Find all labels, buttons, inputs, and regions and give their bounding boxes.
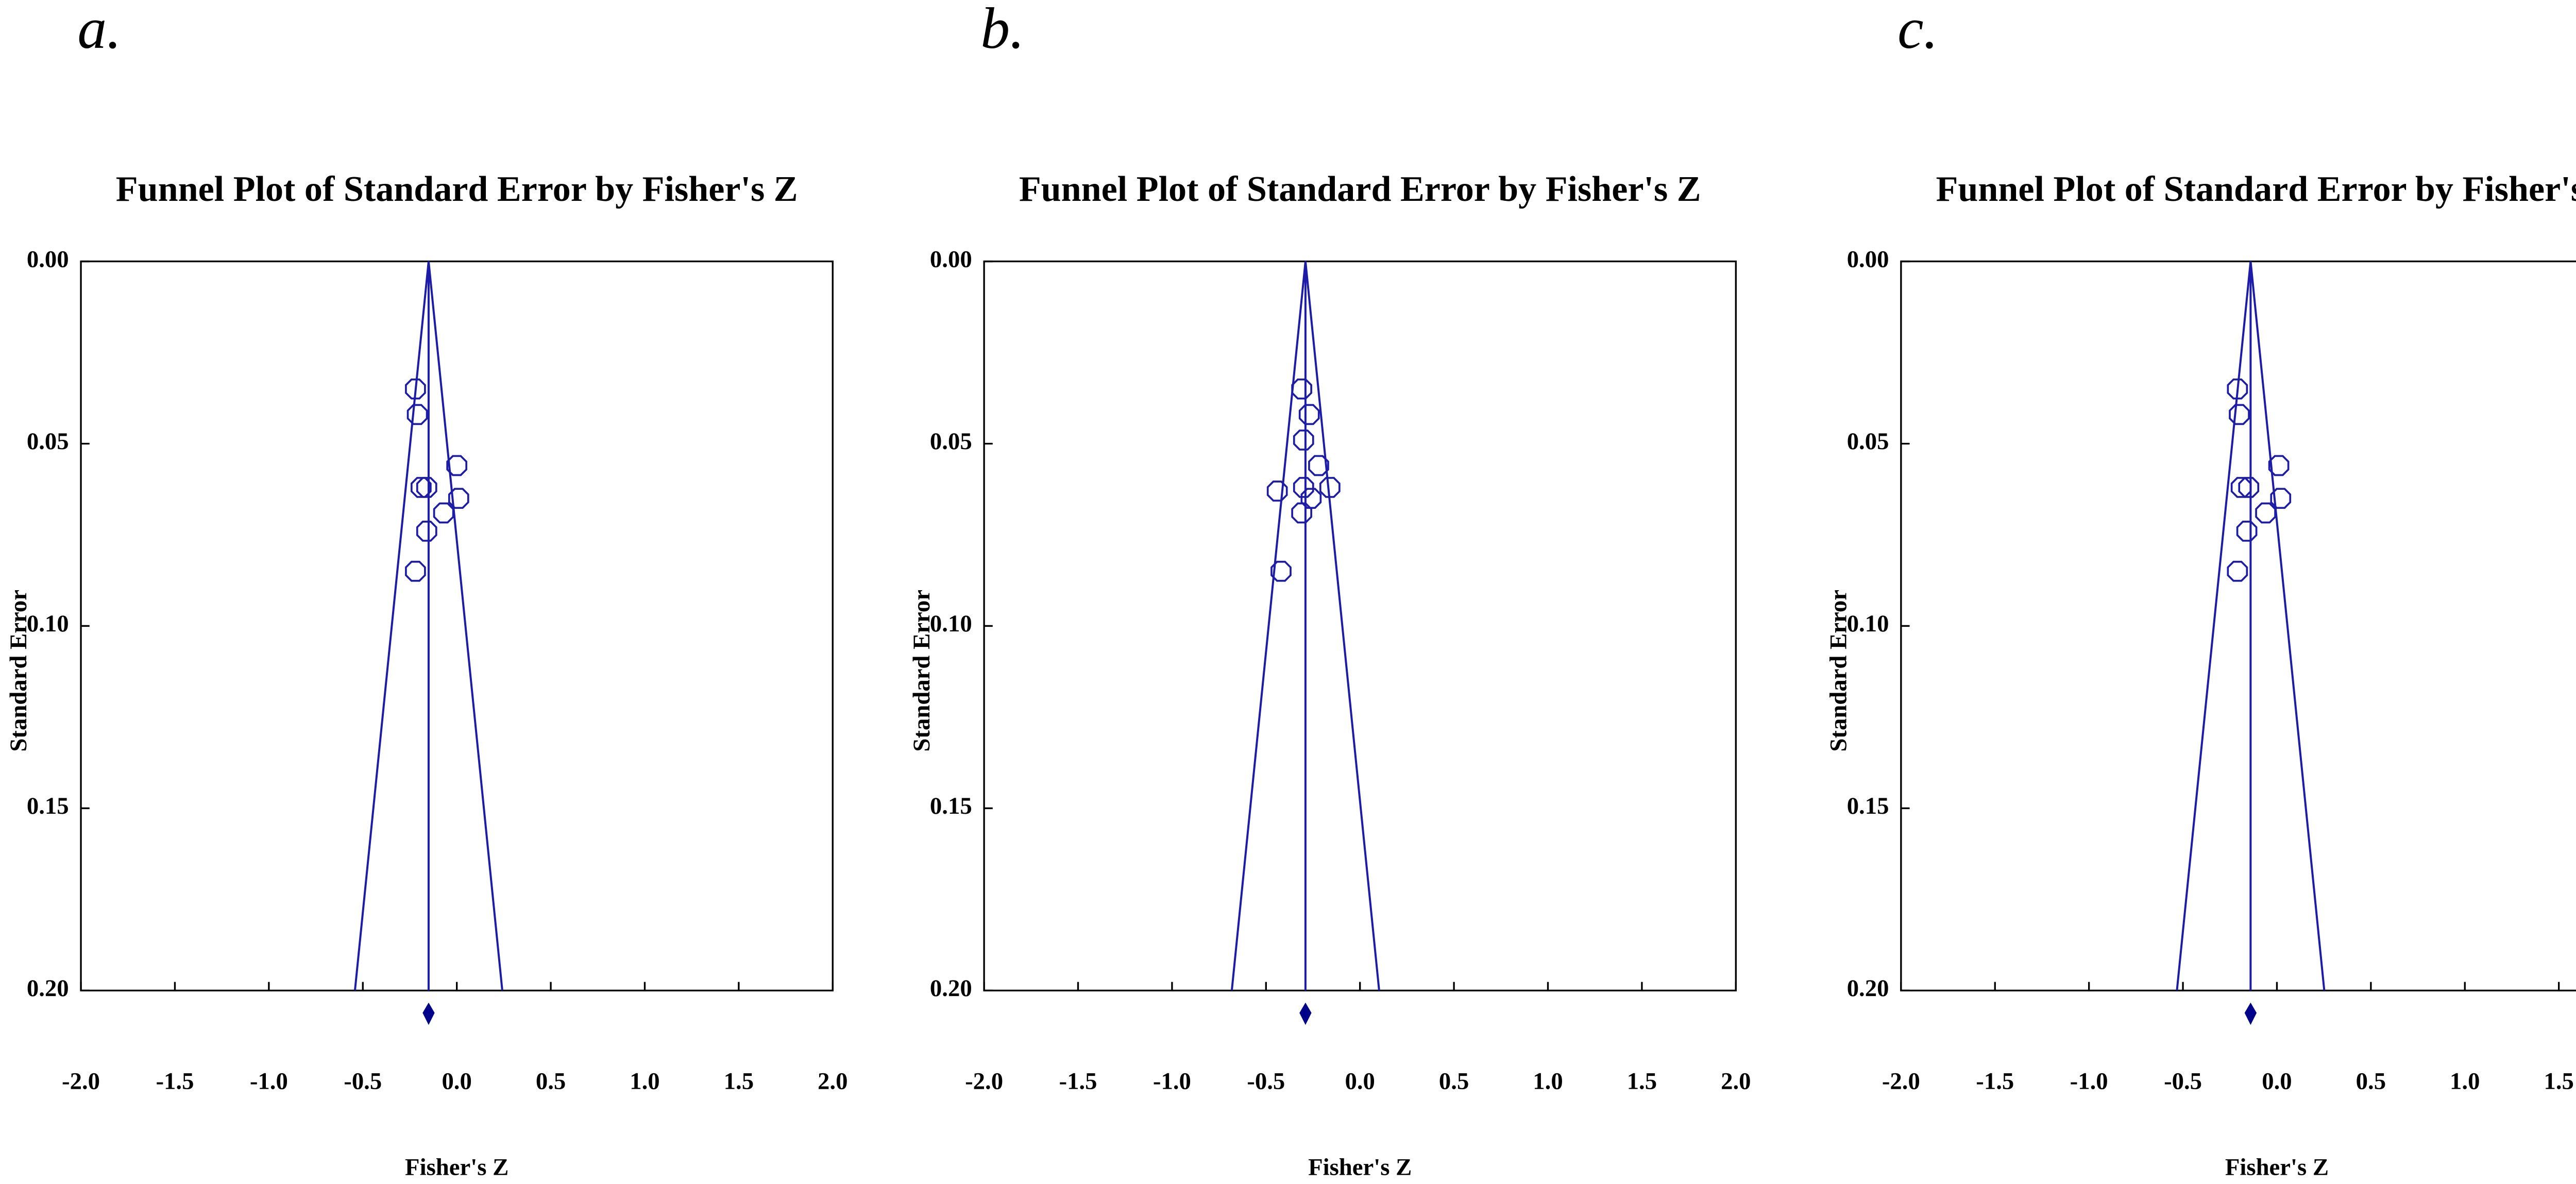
y-tick-label: 0.20 xyxy=(27,975,69,1002)
summary-diamond xyxy=(1299,1002,1312,1025)
y-tick-label: 0.15 xyxy=(1847,793,1889,819)
x-tick-label: 0.0 xyxy=(2262,1068,2292,1094)
study-point xyxy=(2270,488,2292,509)
chart-title: Funnel Plot of Standard Error by Fisher'… xyxy=(116,169,798,209)
chart-title: Funnel Plot of Standard Error by Fisher'… xyxy=(1936,169,2576,209)
study-point xyxy=(2268,455,2290,476)
study-point xyxy=(2255,502,2276,524)
x-tick-label: 1.5 xyxy=(1627,1068,1657,1094)
study-point xyxy=(433,502,454,524)
funnel-line xyxy=(353,261,503,991)
x-tick-label: -0.5 xyxy=(344,1068,382,1094)
study-point xyxy=(448,488,469,509)
x-tick-label: 0.0 xyxy=(442,1068,471,1094)
y-tick-label: 0.20 xyxy=(930,975,972,1002)
x-tick-label: -1.0 xyxy=(2070,1068,2108,1094)
y-tick-label: 0.10 xyxy=(1847,610,1889,637)
x-tick-label: -0.5 xyxy=(2164,1068,2202,1094)
x-tick-label: 1.5 xyxy=(2544,1068,2573,1094)
y-tick-label: 0.05 xyxy=(930,428,972,455)
study-point xyxy=(446,455,468,476)
x-tick-label: 0.5 xyxy=(2356,1068,2386,1094)
funnel-line xyxy=(1230,261,1380,991)
y-tick-label: 0.10 xyxy=(27,610,69,637)
y-axis-label: Standard Error xyxy=(1825,590,1852,752)
study-point xyxy=(2230,477,2252,498)
y-tick-label: 0.15 xyxy=(930,793,972,819)
x-tick-label: 0.5 xyxy=(1439,1068,1469,1094)
y-axis-label: Standard Error xyxy=(908,590,935,752)
x-tick-label: -0.5 xyxy=(1247,1068,1285,1094)
study-point xyxy=(2227,378,2248,400)
x-axis-label: Fisher's Z xyxy=(405,1154,509,1180)
chart-title: Funnel Plot of Standard Error by Fisher'… xyxy=(1019,169,1701,209)
x-tick-label: 2.0 xyxy=(1721,1068,1751,1094)
y-tick-label: 0.00 xyxy=(27,246,69,272)
x-tick-label: 0.5 xyxy=(536,1068,566,1094)
study-point xyxy=(1293,430,1314,451)
study-point xyxy=(1298,404,1320,425)
panel-label: b. xyxy=(980,0,1024,61)
x-tick-label: -1.5 xyxy=(156,1068,194,1094)
x-tick-label: 1.0 xyxy=(630,1068,659,1094)
y-axis-label: Standard Error xyxy=(5,590,32,752)
y-tick-label: 0.05 xyxy=(1847,428,1889,455)
x-tick-label: 0.0 xyxy=(1345,1068,1375,1094)
x-tick-label: -1.5 xyxy=(1976,1068,2014,1094)
study-point xyxy=(1293,477,1314,498)
panel-label: c. xyxy=(1897,0,1938,61)
x-axis-label: Fisher's Z xyxy=(1308,1154,1412,1180)
y-tick-label: 0.10 xyxy=(930,610,972,637)
study-point xyxy=(2238,477,2260,498)
x-tick-label: -1.5 xyxy=(1059,1068,1097,1094)
x-tick-label: -2.0 xyxy=(1882,1068,1920,1094)
study-point xyxy=(2236,521,2258,542)
x-tick-label: -2.0 xyxy=(62,1068,100,1094)
funnel-line xyxy=(2176,261,2326,991)
study-point xyxy=(1291,502,1312,524)
x-tick-label: 2.0 xyxy=(818,1068,848,1094)
study-point xyxy=(405,560,426,582)
study-point xyxy=(1308,455,1329,476)
y-tick-label: 0.05 xyxy=(27,428,69,455)
summary-diamond xyxy=(2244,1002,2257,1025)
study-point xyxy=(416,521,437,542)
x-axis-label: Fisher's Z xyxy=(2225,1154,2329,1180)
study-point xyxy=(2229,404,2250,425)
x-tick-label: -1.0 xyxy=(250,1068,288,1094)
y-tick-label: 0.00 xyxy=(930,246,972,272)
y-tick-label: 0.20 xyxy=(1847,975,1889,1002)
study-point xyxy=(1291,378,1312,400)
x-tick-label: -2.0 xyxy=(965,1068,1003,1094)
study-point xyxy=(1319,477,1341,498)
x-tick-label: 1.5 xyxy=(724,1068,754,1094)
y-tick-label: 0.00 xyxy=(1847,246,1889,272)
study-point xyxy=(405,378,426,400)
panel-label: a. xyxy=(77,0,121,61)
study-point xyxy=(2227,560,2248,582)
study-point xyxy=(1266,481,1288,502)
summary-diamond xyxy=(422,1002,435,1025)
study-point xyxy=(1300,488,1322,509)
x-tick-label: 1.0 xyxy=(1533,1068,1563,1094)
x-tick-label: 1.0 xyxy=(2450,1068,2480,1094)
y-tick-label: 0.15 xyxy=(27,793,69,819)
study-point xyxy=(1270,560,1292,582)
study-point xyxy=(406,404,428,425)
x-tick-label: -1.0 xyxy=(1153,1068,1191,1094)
study-point xyxy=(416,477,437,498)
